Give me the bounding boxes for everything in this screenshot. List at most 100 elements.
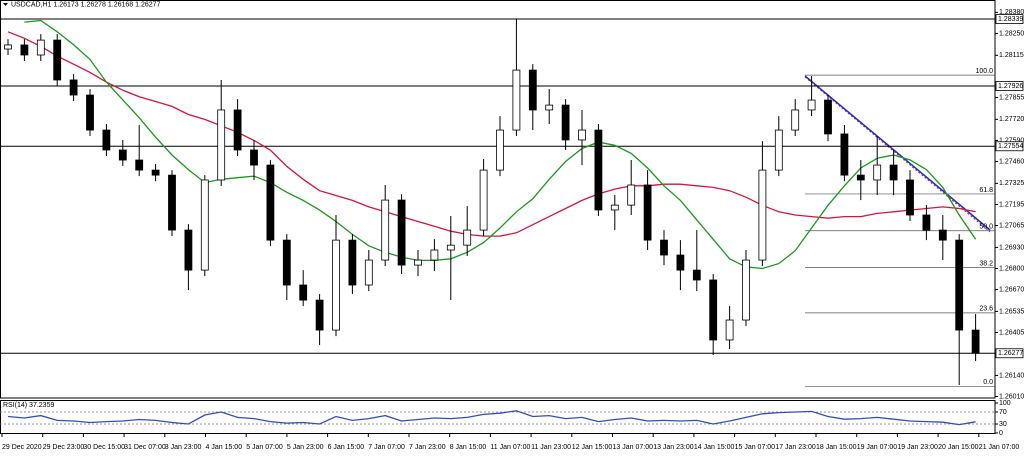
candle-body xyxy=(610,204,619,211)
level-line-box xyxy=(995,81,1024,91)
candle-body xyxy=(906,179,914,216)
x-tick-label: 13 Jan 07:00 xyxy=(613,444,654,451)
main-panel xyxy=(0,0,996,399)
candle-body xyxy=(709,279,718,341)
candle-body xyxy=(742,259,750,321)
last-price-box xyxy=(995,348,1024,359)
fib-label: 100.0 xyxy=(975,68,993,75)
candle-body xyxy=(282,239,291,286)
y-tick-label: 1.27460 xyxy=(999,158,1024,165)
x-tick-label: 12 Jan 15:00 xyxy=(572,444,613,451)
candle-body xyxy=(561,104,570,141)
fib-label: 50.0 xyxy=(979,224,993,231)
moving-average xyxy=(24,19,977,270)
candle-body xyxy=(118,149,127,161)
candle-body xyxy=(627,184,636,206)
candle-body xyxy=(397,199,406,266)
fib-label: 23.6 xyxy=(979,306,993,313)
x-tick-label: 29 Dec 23:00 xyxy=(43,444,85,451)
candle-body xyxy=(86,94,94,131)
y-tick-label: 1.26405 xyxy=(999,329,1024,336)
y-tick-label: 1.28250 xyxy=(999,30,1024,37)
y-tick-label: 1.26670 xyxy=(999,286,1024,293)
candle-body xyxy=(446,244,455,251)
x-tick-label: 20 Jan 15:00 xyxy=(938,444,979,451)
y-tick-label: 1.27325 xyxy=(999,180,1024,187)
fib-baseline xyxy=(804,76,991,233)
candle-body xyxy=(430,249,439,261)
x-tick-label: 19 Jan 23:00 xyxy=(897,444,938,451)
candle-body xyxy=(135,159,144,171)
level-line-label: 1.28339 xyxy=(998,16,1023,23)
x-tick-label: 31 Dec 07:00 xyxy=(124,444,166,451)
candle-body xyxy=(184,229,193,271)
candle-body xyxy=(774,129,783,171)
rsi-tick-label: 0 xyxy=(999,430,1003,437)
y-tick-label: 1.26930 xyxy=(999,244,1024,251)
candle-body xyxy=(151,169,160,176)
candle-body xyxy=(758,169,767,261)
candle-body xyxy=(873,164,882,181)
menu-arrow[interactable] xyxy=(3,3,8,6)
y-tick-label: 1.26010 xyxy=(999,393,1024,400)
level-line-box xyxy=(995,14,1024,24)
x-tick-label: 7 Jan 23:00 xyxy=(409,444,446,451)
x-tick-label: 3 Jan 23:00 xyxy=(165,444,202,451)
last-price-label: 1.26277 xyxy=(998,350,1023,357)
rsi-tick-label: 70 xyxy=(999,409,1007,416)
candle-body xyxy=(528,69,537,111)
candle-body xyxy=(889,164,898,181)
y-tick-label: 1.26140 xyxy=(999,372,1024,379)
candle-body xyxy=(725,319,734,341)
y-tick-label: 1.27590 xyxy=(999,137,1024,144)
x-tick-label: 11 Jan 23:00 xyxy=(531,444,571,451)
y-tick-label: 1.26535 xyxy=(999,308,1024,315)
candle-body xyxy=(53,39,62,81)
candle-body xyxy=(660,239,668,256)
level-line-box xyxy=(995,141,1024,152)
x-tick-label: 18 Jan 15:00 xyxy=(816,444,857,451)
rsi-label: RSI(14) 37.2359 xyxy=(3,402,54,409)
candle-body xyxy=(955,239,964,331)
y-tick-label: 1.27195 xyxy=(999,201,1024,208)
fib-label: 0.0 xyxy=(983,379,993,386)
y-tick-label: 1.27855 xyxy=(999,94,1024,101)
candle-body xyxy=(348,239,357,286)
x-tick-label: 17 Jan 23:00 xyxy=(775,444,816,451)
candle-body xyxy=(807,99,816,111)
level-line-label: 1.27554 xyxy=(998,143,1023,150)
candle-body xyxy=(414,259,422,266)
candle-body xyxy=(692,269,701,281)
candle-body xyxy=(266,164,275,241)
candle-body xyxy=(364,259,373,286)
x-tick-label: 29 Dec 2020 xyxy=(2,444,42,451)
x-tick-label: 5 Jan 23:00 xyxy=(287,444,324,451)
candle-body xyxy=(20,44,29,56)
candle-body xyxy=(922,214,931,231)
rsi-tick-label: 100 xyxy=(999,400,1011,407)
x-tick-label: 7 Jan 07:00 xyxy=(368,444,405,451)
candle-body xyxy=(512,69,521,131)
candle-body xyxy=(200,179,209,271)
candle-body xyxy=(594,129,603,211)
candle-body xyxy=(856,174,865,181)
candle-body xyxy=(938,229,947,241)
candle-body xyxy=(463,229,472,246)
candle-body xyxy=(578,129,586,141)
candle-body xyxy=(4,44,12,50)
rsi-tick-label: 30 xyxy=(999,421,1007,428)
candle-body xyxy=(299,284,308,301)
x-tick-label: 13 Jan 23:00 xyxy=(653,444,694,451)
candle-body xyxy=(643,184,652,241)
x-tick-label: 30 Dec 15:00 xyxy=(83,444,125,451)
candle-body xyxy=(168,174,176,231)
chart-title: USDCAD,H1 1.26173 1.26278 1.26168 1.2627… xyxy=(11,1,161,8)
candle-body xyxy=(332,239,340,331)
rsi-panel xyxy=(0,400,996,434)
fib-label: 38.2 xyxy=(979,260,993,267)
x-tick-label: 14 Jan 15:00 xyxy=(694,444,735,451)
fib-label: 61.8 xyxy=(979,187,993,194)
rsi-line xyxy=(7,410,976,426)
